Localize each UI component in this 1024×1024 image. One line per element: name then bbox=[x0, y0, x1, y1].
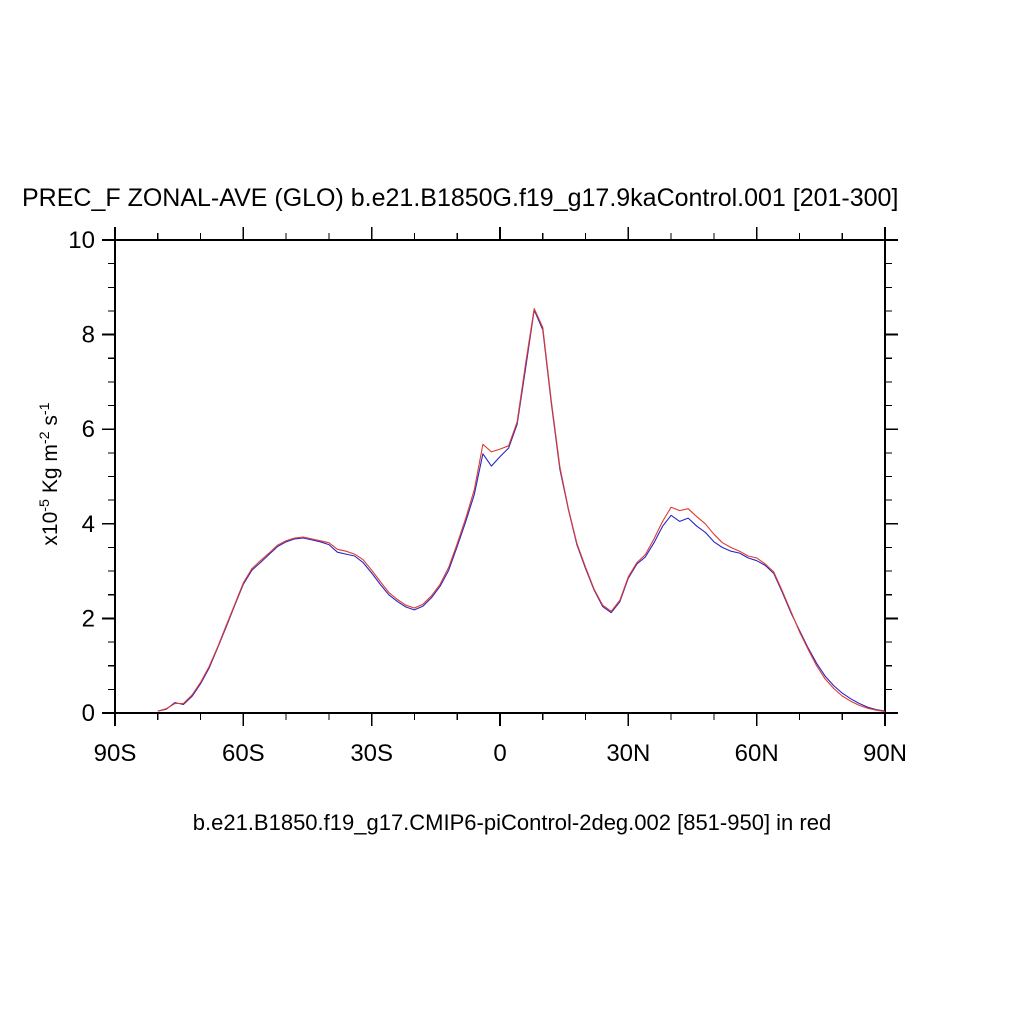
x-tick-label: 90N bbox=[863, 740, 907, 767]
y-tick-label: 4 bbox=[82, 511, 95, 538]
x-tick-label: 90S bbox=[94, 740, 137, 767]
x-tick-label: 30S bbox=[350, 740, 393, 767]
x-tick-label: 0 bbox=[493, 740, 506, 767]
x-tick-label: 30N bbox=[606, 740, 650, 767]
x-tick-label: 60S bbox=[222, 740, 265, 767]
y-tick-label: 6 bbox=[82, 416, 95, 443]
chart-subtitle: b.e21.B1850.f19_g17.CMIP6-piControl-2deg… bbox=[192, 810, 832, 835]
x-tick-label: 60N bbox=[735, 740, 779, 767]
y-tick-label: 10 bbox=[68, 227, 95, 254]
series-line-blue bbox=[157, 309, 886, 712]
plot-frame bbox=[114, 239, 886, 714]
y-tick-label: 2 bbox=[82, 605, 95, 632]
chart-title: PREC_F ZONAL-AVE (GLO) b.e21.B1850G.f19_… bbox=[22, 184, 899, 212]
y-tick-label: 0 bbox=[82, 700, 95, 727]
series-line-red bbox=[157, 308, 886, 713]
y-tick-label: 8 bbox=[82, 322, 95, 349]
